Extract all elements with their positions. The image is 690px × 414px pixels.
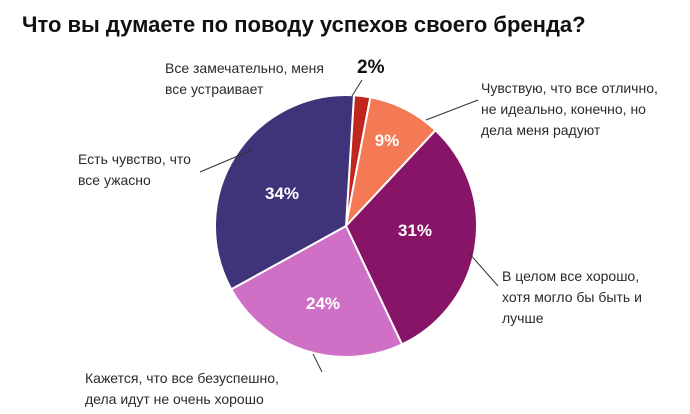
slice-label-excellent: Все замечательно, меня все устраивает <box>165 60 324 97</box>
slice-label-terrible: Есть чувство, что все ужасно <box>78 151 191 188</box>
slice-label-great: Чувствую, что все отлично, не идеально, … <box>481 80 658 138</box>
chart-title: Что вы думаете по поводу успехов своего … <box>22 12 586 37</box>
leader-excellent <box>351 79 363 97</box>
slice-label-unsuccessful: Кажется, что все безуспешно, дела идут н… <box>85 370 279 407</box>
leader-good <box>467 251 499 287</box>
slice-unsuccessful <box>229 224 404 358</box>
slice-value-terrible: 34% <box>264 184 300 203</box>
slice-terrible <box>213 94 356 291</box>
slice-value-excellent: 2% <box>357 57 385 78</box>
slice-value-great: 9% <box>374 131 400 150</box>
leader-unsuccessful <box>312 353 323 373</box>
slice-value-good: 31% <box>397 221 433 240</box>
leader-terrible <box>199 149 253 173</box>
slice-good <box>344 128 478 346</box>
slice-label-good: В целом все хорошо, хотя могло бы быть и… <box>502 268 642 326</box>
slice-value-unsuccessful: 24% <box>305 294 341 313</box>
leader-great <box>425 99 479 121</box>
